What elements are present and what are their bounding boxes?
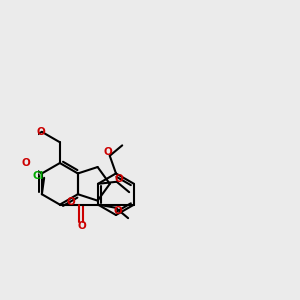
- Text: O: O: [21, 158, 30, 168]
- Text: O: O: [104, 147, 112, 157]
- Text: O: O: [78, 221, 87, 231]
- Text: O: O: [114, 206, 122, 216]
- Text: O: O: [115, 174, 123, 184]
- Text: O: O: [37, 127, 45, 137]
- Text: O: O: [67, 197, 75, 207]
- Text: Cl: Cl: [32, 170, 44, 181]
